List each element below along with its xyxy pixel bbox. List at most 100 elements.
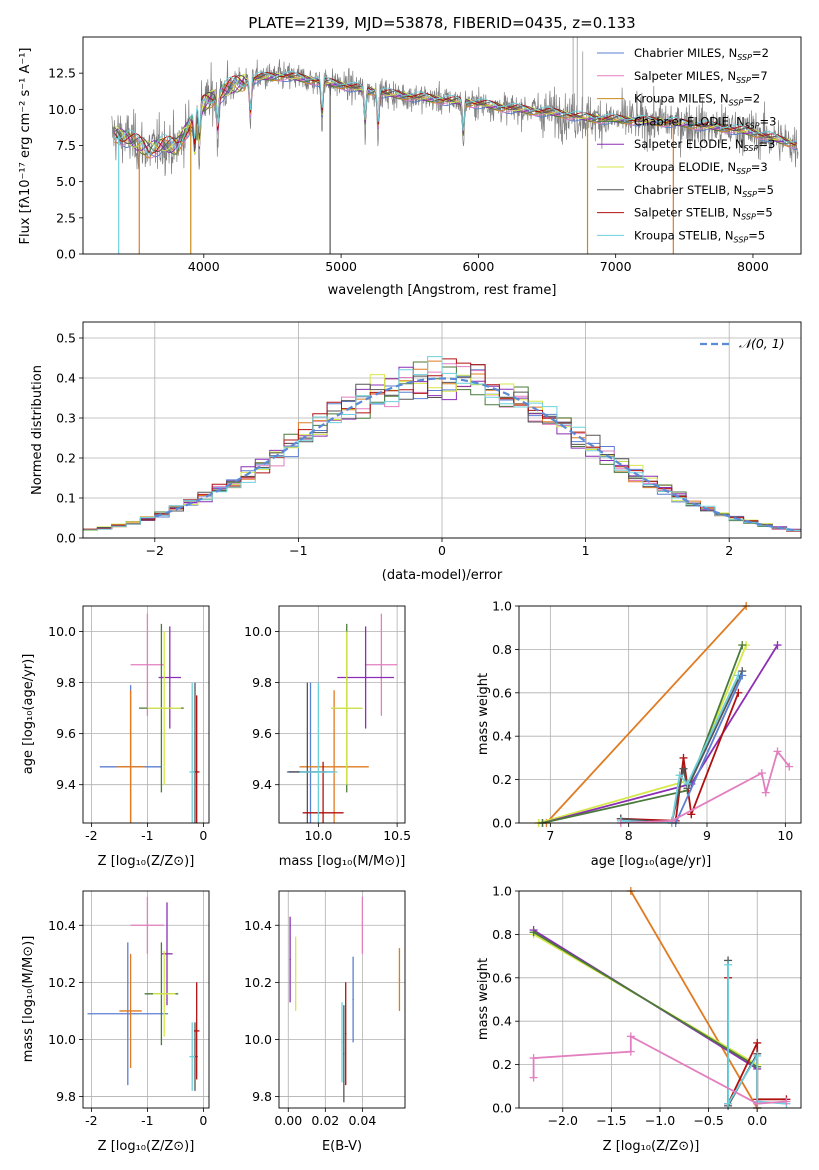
mass_vs_Z-point	[146, 924, 149, 927]
weight_vs_Z-xtick-label: −1.5	[596, 1113, 626, 1128]
age_vs_mass-frame	[278, 605, 406, 824]
residuals-ytick-label: 0.1	[56, 491, 76, 506]
mass_vs_ebv-point	[398, 978, 401, 981]
weight_vs_age-ytick-label: 1.0	[492, 599, 512, 614]
weight-vs-age-ylabel: mass weight	[476, 673, 491, 755]
weight_vs_Z-series-orange	[630, 891, 758, 1108]
spectrum-ytick-label: 10.0	[48, 102, 76, 117]
age_vs_Z-point	[191, 771, 193, 773]
mass_vs_ebv-axes: 0.00 0.02 0.04 9.8 10.0 10.2 10.4	[244, 891, 405, 1128]
spectrum-xtick-label: 7000	[600, 259, 632, 274]
weight_vs_age-axes: 7 8 9 10 0.0 0.2 0.4 0.6 0.8 1.0	[492, 599, 801, 843]
weight_vs_Z-series-chabrier_elodie	[533, 931, 758, 1068]
age_vs_Z-point	[195, 771, 198, 773]
spectrum-ytick-label: 2.5	[56, 210, 76, 225]
age_vs_mass-point	[364, 676, 367, 679]
mass_vs_Z-point	[191, 1055, 193, 1058]
age_vs_mass-ytick-label: 9.8	[252, 675, 272, 690]
mass_vs_ebv-ytick-label: 10.0	[244, 1032, 272, 1047]
weight_vs_Z-xtick-label: −0.5	[693, 1113, 723, 1128]
residuals-xlabel: (data-model)/error	[382, 568, 503, 583]
residuals-xtick-label: −1	[289, 543, 307, 558]
age_vs_Z-xtick-label: 0	[199, 828, 207, 843]
spectrum-ylabel: Flux [fλ10⁻¹⁷ erg cm⁻² s⁻¹ A⁻¹]	[18, 48, 33, 245]
mass_vs_Z-ytick-label: 10.2	[48, 975, 76, 990]
residuals-xtick-label: 0	[438, 543, 446, 558]
age_vs_mass-ytick-label: 9.6	[252, 726, 272, 741]
age_vs_Z-point	[146, 663, 149, 666]
residual-hist-chabrier_stelib	[83, 364, 801, 532]
mass_vs_ebv-ytick-label: 10.4	[244, 918, 272, 933]
weight_vs_age-ytick-label: 0.8	[492, 642, 512, 657]
age_vs_mass-point	[322, 811, 324, 814]
mass-vs-ebv-xlabel: E(B-V)	[322, 1139, 362, 1154]
weight_vs_age-series-orange	[538, 606, 747, 823]
spectrum-ytick-label: 12.5	[48, 66, 76, 81]
mass_vs_Z-axes: -2 -1 0 9.8 10.0 10.2 10.4	[48, 891, 209, 1128]
weight_vs_age-frame	[518, 605, 802, 824]
mass_vs_Z-xtick-label: -1	[141, 1113, 153, 1128]
spectrum-model-chabrier_stelib	[114, 72, 797, 153]
residuals-ytick-label: 0.2	[56, 451, 76, 466]
spectrum-xtick-label: 6000	[462, 259, 494, 274]
residuals-ytick-label: 0.4	[56, 371, 76, 386]
mass_vs_ebv-point	[344, 1032, 347, 1035]
age_vs_mass-xtick-label: 10.5	[383, 828, 411, 843]
mass_vs_ebv-point	[352, 998, 354, 1001]
age_vs_mass-axes: 10.0 10.5 9.4 9.6 9.8 10.0	[244, 606, 411, 843]
mass_vs_ebv-ytick-label: 9.8	[252, 1089, 272, 1104]
residuals-xtick-label: −2	[146, 543, 164, 558]
age_vs_Z-frame	[82, 605, 210, 824]
spectrum-axes: 4000 5000 6000 7000 8000 0.0 2.5 5.0 7.5 10.0 12.5	[48, 66, 769, 274]
weight_vs_age-xtick-label: 7	[546, 828, 554, 843]
mass-vs-Z-ylabel: mass [log₁₀(M/M⊙)]	[21, 936, 36, 1063]
weight_vs_age-series-chabrier_miles	[674, 675, 744, 823]
spectrum-xtick-label: 4000	[188, 259, 220, 274]
weight_vs_age-ytick-label: 0.6	[492, 685, 512, 700]
age_vs_Z-ytick-label: 10.0	[48, 624, 76, 639]
mass_vs_Z-point	[166, 953, 168, 955]
mass_vs_Z-point	[127, 1012, 129, 1015]
weight_vs_Z-ytick-label: 0.2	[492, 1057, 512, 1072]
mass_vs_Z-point	[195, 1030, 198, 1032]
mass_vs_Z-ytick-label: 10.4	[48, 918, 76, 933]
residuals-ytick-label: 0.3	[56, 411, 76, 426]
mass_vs_Z-ytick-label: 9.8	[56, 1089, 76, 1104]
residuals-ytick-label: 0.0	[56, 531, 76, 546]
weight_vs_Z-xtick-label: −2.0	[548, 1113, 578, 1128]
age_vs_Z-ytick-label: 9.6	[56, 726, 76, 741]
residuals-ytick-label: 0.5	[56, 331, 76, 346]
age_vs_Z-ytick-label: 9.4	[56, 777, 76, 792]
mass_vs_ebv-xtick-label: 0.00	[274, 1113, 302, 1128]
weight_vs_Z-ytick-label: 0.6	[492, 970, 512, 985]
spectrum-ytick-label: 0.0	[56, 247, 76, 262]
weight_vs_age-series-salpeter_miles	[620, 749, 791, 823]
residuals-ylabel: Normed distribution	[30, 365, 45, 495]
spectrum-model-salpeter_elodie	[114, 73, 797, 154]
spectrum-title: PLATE=2139, MJD=53878, FIBERID=0435, z=0…	[248, 14, 635, 32]
spectrum-legend-label: Chabrier STELIB, NSSP=5	[634, 183, 774, 199]
weight_vs_age-xtick-label: 9	[703, 828, 711, 843]
mass_vs_ebv-frame	[278, 890, 406, 1109]
spectrum-model-kroupa_elodie	[114, 72, 797, 155]
mass_vs_Z-xtick-label: -2	[85, 1113, 97, 1128]
weight_vs_age-ytick-label: 0.2	[492, 772, 512, 787]
weight_vs_age-ytick-label: 0.4	[492, 729, 512, 744]
spectrum-xtick-label: 5000	[325, 259, 357, 274]
age_vs_mass-point	[317, 771, 320, 773]
mass_vs_ebv-xtick-label: 0.02	[311, 1113, 339, 1128]
spectrum-legend-label: Chabrier ELODIE, NSSP=3	[634, 114, 776, 130]
weight_vs_Z-frame	[518, 890, 802, 1109]
spectrum-ytick-label: 5.0	[56, 174, 76, 189]
mass_vs_Z-ytick-label: 10.0	[48, 1032, 76, 1047]
spectrum-legend: Chabrier MILES, NSSP=2 Salpeter MILES, NS…	[597, 46, 776, 244]
mass_vs_Z-point	[129, 1010, 132, 1012]
spectrum-legend-label: Salpeter ELODIE, NSSP=3	[634, 137, 775, 153]
spectrum-legend-label: Salpeter STELIB, NSSP=5	[634, 206, 773, 222]
age_vs_mass-point	[380, 663, 383, 666]
age_vs_mass-ytick-label: 9.4	[252, 777, 272, 792]
weight-vs-Z-ylabel: mass weight	[476, 958, 491, 1040]
spectrum-model-chabrier_elodie	[114, 73, 797, 155]
weight_vs_Z-xtick-label: 0.0	[747, 1113, 767, 1128]
